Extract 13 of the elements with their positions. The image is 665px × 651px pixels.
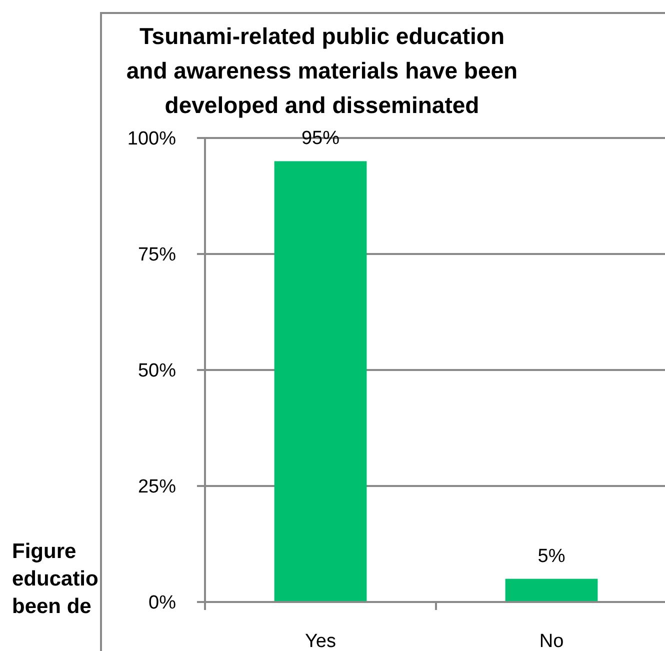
text: been de	[12, 595, 92, 618]
x-tick-label: Yes	[305, 631, 336, 651]
y-tick-label: 0%	[148, 592, 176, 614]
data-label: 5%	[538, 546, 566, 567]
data-label: 95%	[301, 128, 340, 150]
y-tick-label: 75%	[138, 244, 176, 266]
x-tick-label: No	[539, 631, 564, 651]
y-tick-label: 50%	[138, 360, 176, 382]
y-tick-label: 25%	[138, 476, 176, 498]
y-tick-label: 100%	[127, 128, 176, 150]
chart-title: Tsunami-related public education and awareness materials have been developed and disseminated	[126, 23, 518, 118]
text: Figure	[12, 540, 76, 563]
text: educatio	[12, 568, 98, 590]
